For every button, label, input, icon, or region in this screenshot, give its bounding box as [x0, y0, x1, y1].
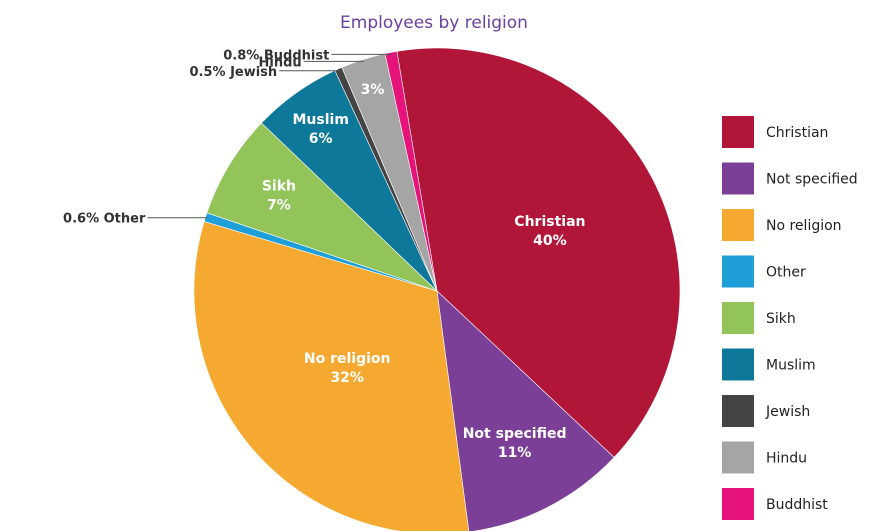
slice-label-christian-value: 40%	[533, 233, 567, 249]
legend-label-christian: Christian	[766, 125, 828, 141]
chart-title: Employees by religion	[340, 13, 528, 33]
pie-slice-sikh	[206, 122, 438, 292]
legend-label-buddhist: Buddhist	[766, 497, 828, 513]
legend-swatch-buddhist	[722, 488, 754, 520]
outside-label-hindu: Hindu	[259, 55, 302, 70]
legend-swatch-jewish	[722, 395, 754, 427]
slice-label-not-specified-name: Not specified	[463, 426, 567, 442]
legend-label-jewish: Jewish	[765, 404, 810, 420]
pie-slice-christian	[396, 47, 681, 458]
outside-label-other: 0.6% Other	[63, 212, 146, 227]
legend-label-not-specified: Not specified	[766, 172, 858, 188]
legend-label-sikh: Sikh	[766, 311, 796, 327]
legend-swatch-not-specified	[722, 162, 754, 195]
legend-swatch-other	[722, 255, 754, 288]
slice-label-muslim-value: 6%	[309, 131, 333, 147]
slice-labels: Christian 40% Not specified 11% No religion 3…	[63, 48, 585, 460]
legend: Christian Not specified No religion Other Si…	[722, 116, 858, 520]
pie-slices	[193, 47, 681, 531]
outside-label-buddhist: 0.8% Buddhist	[223, 48, 329, 63]
legend-swatch-christian	[722, 116, 754, 148]
slice-label-no-religion-name: No religion	[304, 351, 391, 367]
outside-label-jewish: 0.5% Jewish	[189, 65, 277, 80]
legend-swatch-muslim	[722, 348, 754, 381]
leader-lines	[147, 53, 392, 219]
slice-label-christian-name: Christian	[514, 214, 585, 230]
legend-swatch-sikh	[722, 302, 754, 334]
legend-swatch-no-religion	[722, 209, 754, 241]
legend-label-muslim: Muslim	[766, 358, 816, 374]
slice-label-sikh-value: 7%	[267, 198, 291, 214]
legend-swatch-hindu	[722, 441, 754, 474]
pie-slice-no-religion	[193, 221, 470, 531]
pie-slice-not-specified	[436, 290, 615, 531]
legend-label-other: Other	[766, 265, 806, 281]
pie-slice-buddhist	[384, 50, 438, 292]
slice-label-no-religion-value: 32%	[330, 370, 364, 386]
slice-label-not-specified-value: 11%	[498, 445, 532, 461]
slice-label-muslim-name: Muslim	[292, 112, 348, 128]
slice-label-hindu: 3%	[361, 82, 385, 98]
slice-label-sikh-name: Sikh	[262, 179, 296, 195]
legend-label-hindu: Hindu	[766, 451, 807, 467]
legend-label-no-religion: No religion	[766, 218, 842, 234]
